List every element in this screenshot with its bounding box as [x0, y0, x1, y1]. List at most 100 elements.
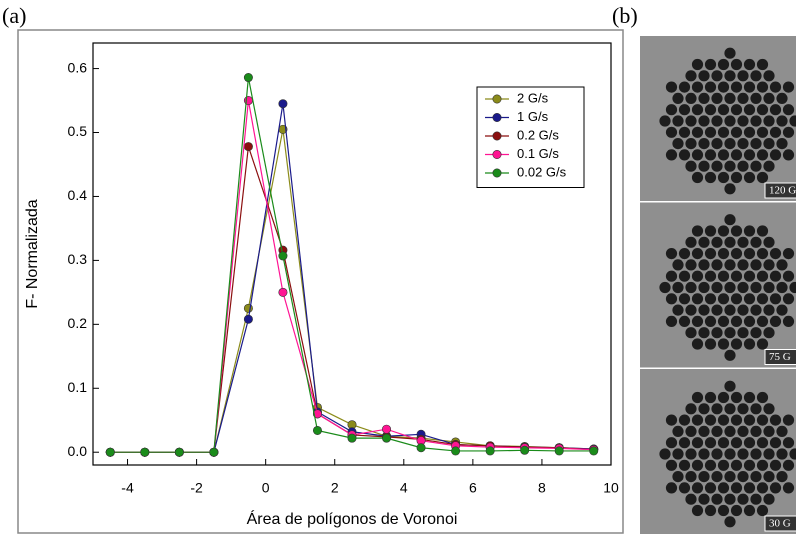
particle — [737, 138, 749, 150]
particle — [717, 171, 730, 184]
particle — [711, 236, 723, 248]
particle — [665, 437, 678, 449]
particle — [782, 437, 795, 449]
particle — [743, 248, 756, 260]
particle — [730, 338, 743, 350]
particle — [665, 459, 678, 471]
micrograph-label-box — [764, 515, 796, 532]
particle — [763, 259, 775, 271]
particle — [782, 293, 795, 305]
particle — [717, 104, 730, 116]
particle — [717, 338, 730, 350]
x-tick-label: -2 — [190, 480, 203, 496]
particle — [743, 391, 756, 404]
particle — [698, 115, 710, 127]
particle — [756, 81, 769, 93]
particle — [698, 403, 710, 415]
particle — [750, 70, 762, 82]
particle — [737, 471, 749, 483]
particle — [769, 437, 782, 449]
particle — [763, 304, 775, 316]
particle — [704, 58, 717, 71]
particle — [717, 459, 730, 471]
particle — [737, 304, 749, 316]
particle — [685, 327, 697, 339]
legend-label: 2 G/s — [517, 90, 549, 105]
particle — [730, 104, 743, 116]
point — [589, 446, 599, 456]
particle — [730, 248, 743, 260]
particle — [763, 236, 775, 248]
particle — [678, 248, 691, 260]
particle — [763, 448, 775, 460]
particle — [691, 437, 704, 449]
particle — [769, 293, 782, 305]
particle — [769, 315, 782, 327]
particle — [711, 327, 723, 339]
particle — [685, 115, 697, 127]
particle — [763, 138, 775, 150]
particle — [691, 81, 704, 93]
particle — [776, 281, 788, 294]
particle — [730, 270, 743, 282]
particle — [737, 493, 749, 505]
particle — [704, 338, 717, 350]
particle — [769, 149, 782, 161]
legend-label: 0.02 G/s — [517, 164, 567, 179]
particle — [782, 270, 795, 282]
particle — [782, 315, 795, 327]
particle — [743, 459, 756, 471]
legend-marker — [492, 150, 502, 160]
x-tick-label: 10 — [603, 480, 619, 496]
particle — [776, 259, 788, 271]
particle — [782, 104, 795, 116]
particle — [782, 149, 795, 161]
particle — [678, 293, 691, 305]
particle — [711, 160, 723, 172]
particle — [717, 293, 730, 305]
particle — [743, 81, 756, 93]
point — [485, 446, 495, 456]
particle — [685, 259, 697, 271]
particle — [685, 304, 697, 316]
particle — [750, 236, 762, 248]
particle — [763, 403, 775, 415]
particle — [717, 391, 730, 404]
particle — [750, 425, 762, 437]
particle — [756, 315, 769, 327]
particle — [737, 425, 749, 437]
particle — [704, 248, 717, 260]
particle — [704, 293, 717, 305]
particle — [678, 126, 691, 138]
point — [278, 251, 288, 261]
particle — [756, 248, 769, 260]
particle — [704, 482, 717, 494]
particle — [672, 471, 684, 483]
particle — [724, 236, 736, 248]
particle — [763, 115, 775, 127]
particle — [724, 214, 736, 226]
particle — [724, 516, 736, 528]
point — [174, 447, 184, 457]
y-tick-label: 0.2 — [68, 315, 88, 331]
point — [243, 303, 253, 313]
particle — [730, 482, 743, 494]
particle — [691, 171, 704, 184]
particle — [737, 160, 749, 172]
particle — [756, 338, 769, 350]
particle — [730, 171, 743, 184]
particle — [698, 92, 710, 104]
particle — [685, 281, 697, 294]
particle — [756, 270, 769, 282]
particle — [685, 448, 697, 460]
particle — [750, 403, 762, 415]
particle — [750, 448, 762, 460]
particle — [756, 459, 769, 471]
particle — [743, 58, 756, 71]
particle — [691, 338, 704, 350]
particle — [763, 160, 775, 172]
particle — [756, 391, 769, 404]
x-tick-label: 0 — [262, 480, 270, 496]
particle — [665, 414, 678, 426]
particle — [737, 115, 749, 127]
